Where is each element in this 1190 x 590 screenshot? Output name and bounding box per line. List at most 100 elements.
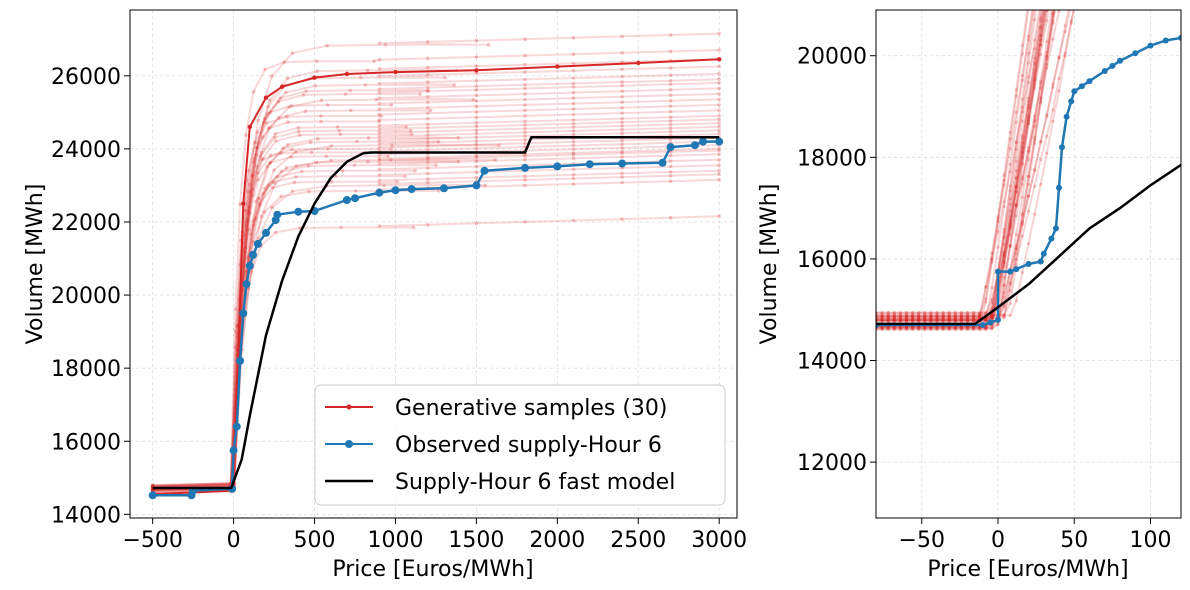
sample-point bbox=[911, 316, 915, 320]
sample-point bbox=[571, 173, 576, 177]
sample-point bbox=[953, 311, 957, 315]
left-y-tick-label: 14000 bbox=[51, 503, 121, 528]
left-chart: −500 0 500 1000 1500 2000 2500 3000 14000160001… bbox=[23, 9, 747, 582]
sample-point bbox=[329, 180, 334, 184]
sample-point bbox=[668, 119, 673, 123]
sample-point bbox=[898, 327, 903, 331]
sample-point bbox=[990, 251, 994, 255]
sample-point bbox=[923, 319, 927, 323]
left-highlighted-sample bbox=[150, 57, 722, 497]
sample-point bbox=[965, 326, 970, 330]
sample-line bbox=[876, 10, 1034, 322]
sample-point bbox=[319, 98, 324, 103]
sample-point bbox=[257, 196, 261, 201]
sample-point bbox=[923, 315, 927, 319]
sample-point bbox=[243, 245, 248, 250]
sample-point bbox=[262, 116, 267, 121]
sample-point bbox=[911, 327, 915, 332]
sample-point bbox=[935, 315, 939, 319]
right-generative-samples bbox=[876, 5, 1075, 332]
sample-point bbox=[1039, 95, 1043, 99]
sample-point bbox=[1020, 110, 1024, 114]
sample-point bbox=[668, 122, 673, 127]
sample-point bbox=[1002, 236, 1006, 240]
sample-point bbox=[248, 232, 253, 236]
sample-point bbox=[261, 135, 265, 139]
sample-point bbox=[620, 142, 624, 146]
sample-point bbox=[1020, 74, 1024, 78]
sample-point bbox=[898, 314, 903, 318]
sample-point bbox=[377, 41, 382, 46]
sample-point bbox=[365, 68, 370, 73]
sample-point bbox=[892, 325, 896, 330]
sample-point bbox=[959, 325, 964, 330]
sample-point bbox=[377, 138, 382, 142]
sample-point bbox=[1045, 10, 1049, 13]
sample-point bbox=[1039, 140, 1043, 144]
sample-point bbox=[1026, 103, 1031, 107]
sample-line bbox=[152, 122, 720, 491]
sample-point bbox=[1014, 204, 1018, 208]
sample-point bbox=[892, 318, 896, 323]
sample-point bbox=[904, 314, 909, 318]
legend-box bbox=[314, 384, 726, 506]
sample-line bbox=[876, 10, 1036, 328]
sample-point bbox=[474, 55, 479, 59]
sample-point bbox=[990, 307, 994, 311]
sample-point bbox=[1002, 316, 1006, 320]
sample-point bbox=[474, 64, 479, 68]
sample-line bbox=[876, 10, 1041, 321]
sample-point bbox=[1033, 141, 1037, 146]
sample-line bbox=[152, 114, 720, 490]
sample-point bbox=[1002, 283, 1006, 287]
sample-point bbox=[474, 88, 479, 92]
sample-point bbox=[978, 314, 982, 318]
sample-point bbox=[443, 75, 448, 80]
sample-point bbox=[880, 313, 884, 317]
sample-point bbox=[880, 313, 884, 317]
sample-point bbox=[254, 145, 259, 150]
sample-point bbox=[571, 85, 576, 89]
sample-point bbox=[904, 315, 909, 319]
sample-point bbox=[377, 158, 382, 163]
sample-point bbox=[474, 146, 479, 151]
sample-point bbox=[911, 318, 915, 322]
sample-point bbox=[261, 191, 266, 196]
model-line bbox=[876, 163, 1181, 326]
sample-point bbox=[892, 327, 896, 332]
observed-point bbox=[979, 322, 986, 328]
sample-point bbox=[917, 314, 921, 318]
sample-point bbox=[348, 108, 353, 113]
sample-point bbox=[990, 315, 994, 319]
sample-point bbox=[717, 31, 721, 36]
sample-point bbox=[880, 319, 884, 323]
sample-point bbox=[978, 327, 982, 331]
sample-point bbox=[917, 316, 921, 320]
sample-point bbox=[923, 319, 927, 323]
sample-point bbox=[263, 186, 267, 191]
sample-point bbox=[898, 313, 903, 317]
sample-point bbox=[941, 317, 945, 321]
sample-point bbox=[244, 220, 249, 225]
sample-point bbox=[403, 174, 407, 179]
sample-point bbox=[1033, 5, 1036, 8]
sample-point bbox=[1014, 204, 1018, 208]
sample-point bbox=[377, 87, 382, 91]
sample-point bbox=[270, 74, 274, 78]
sample-point bbox=[1020, 136, 1024, 140]
sample-point bbox=[258, 154, 263, 158]
sample-point bbox=[262, 210, 267, 214]
sample-point bbox=[923, 316, 927, 320]
left-x-tick-label: −500 bbox=[122, 528, 182, 553]
sample-point bbox=[1039, 97, 1043, 101]
sample-point bbox=[929, 318, 933, 322]
sample-point bbox=[892, 318, 896, 322]
left-x-tick-label: 0 bbox=[227, 528, 241, 553]
sample-point bbox=[947, 317, 951, 321]
sample-point bbox=[929, 314, 933, 318]
sample-line bbox=[876, 10, 1037, 321]
sample-point bbox=[1026, 194, 1031, 198]
sample-point bbox=[523, 53, 527, 58]
sample-point bbox=[571, 90, 576, 95]
sample-point bbox=[426, 65, 430, 70]
